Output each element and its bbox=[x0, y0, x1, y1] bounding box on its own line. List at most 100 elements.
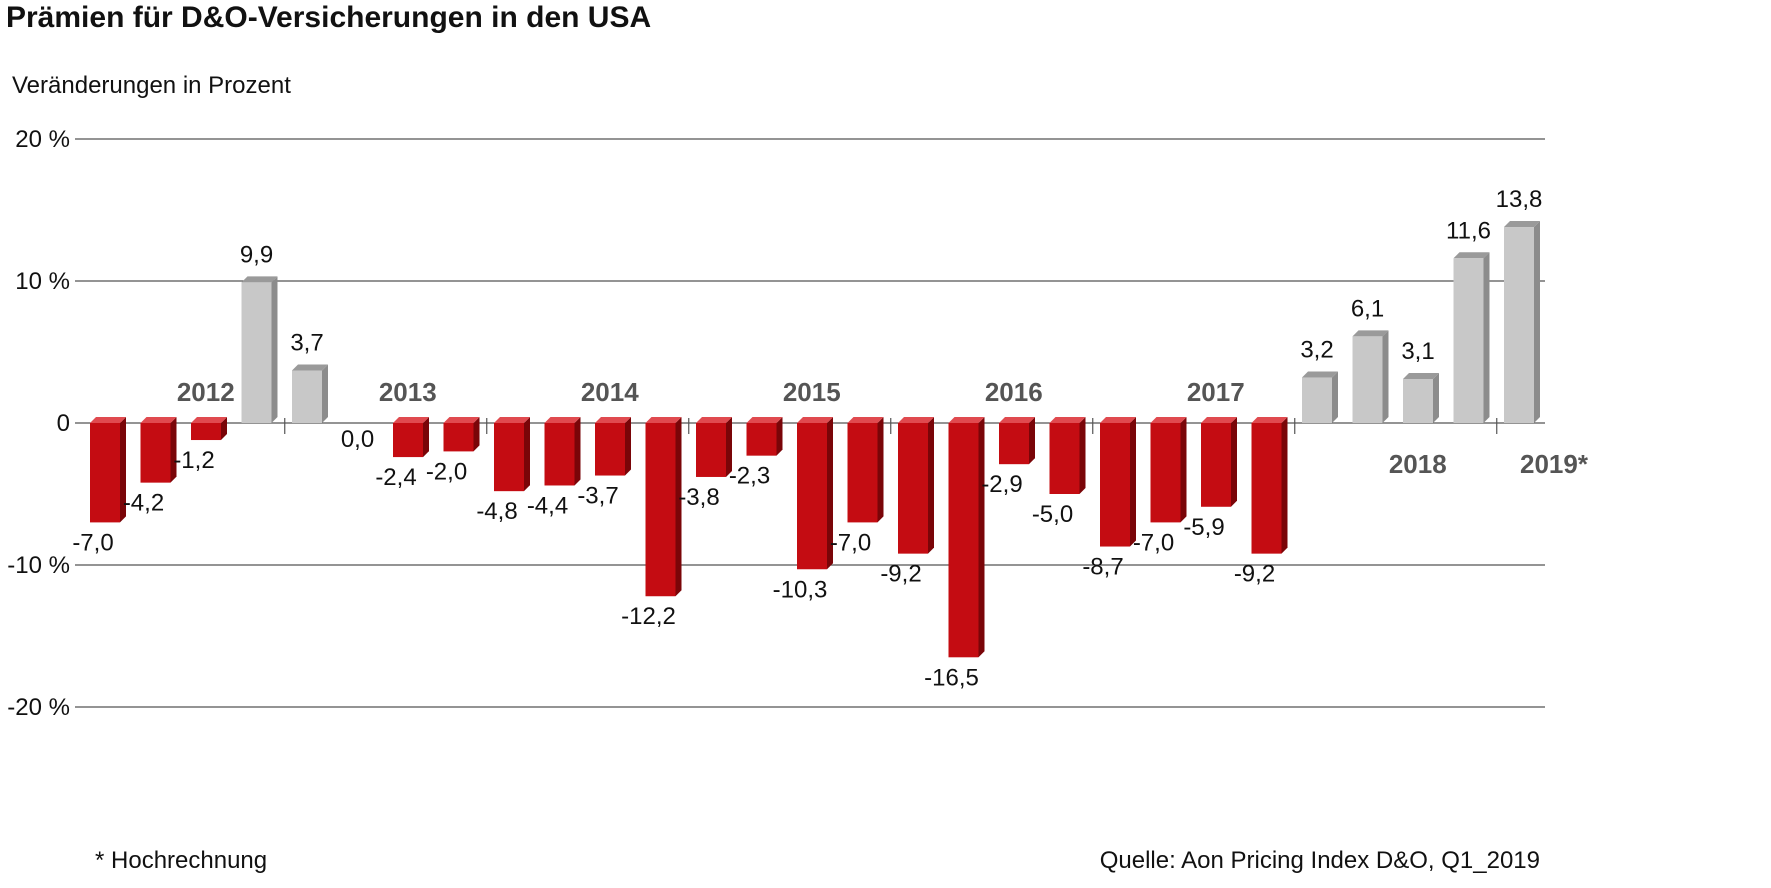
value-label: 0,0 bbox=[341, 426, 374, 453]
value-label: 3,1 bbox=[1401, 338, 1434, 365]
value-label: -5,9 bbox=[1183, 514, 1224, 541]
bar bbox=[1453, 252, 1490, 423]
bar-front bbox=[645, 423, 676, 597]
bar-side bbox=[726, 417, 732, 477]
source-note: Quelle: Aon Pricing Index D&O, Q1_2019 bbox=[1100, 847, 1540, 874]
bar-side bbox=[423, 417, 429, 458]
bar-side bbox=[170, 417, 177, 483]
value-label: -3,7 bbox=[577, 483, 618, 510]
bar-front bbox=[1352, 336, 1383, 423]
value-label: 11,6 bbox=[1446, 217, 1491, 244]
y-tick-label: 10 % bbox=[15, 268, 70, 295]
bar-front bbox=[191, 423, 221, 441]
bar-top bbox=[1150, 417, 1187, 423]
bar-front bbox=[1453, 258, 1484, 423]
value-label: -5,0 bbox=[1032, 501, 1073, 528]
bar bbox=[595, 417, 631, 476]
value-label: -7,0 bbox=[72, 529, 113, 556]
bar-side bbox=[827, 417, 833, 570]
bar bbox=[645, 417, 682, 597]
value-label: -2,9 bbox=[981, 471, 1022, 498]
bar-top bbox=[898, 417, 934, 423]
bar-top bbox=[645, 417, 682, 423]
bar-top bbox=[1453, 252, 1490, 259]
value-label: -10,3 bbox=[773, 576, 828, 603]
bar-front bbox=[443, 423, 474, 452]
bar-front bbox=[797, 423, 827, 570]
chart-subtitle: Veränderungen in Prozent bbox=[12, 72, 291, 99]
value-label: -3,8 bbox=[678, 484, 719, 511]
year-label: 2014 bbox=[581, 377, 639, 407]
bar-top bbox=[191, 417, 227, 423]
value-labels: -7,0 -4,2 -1,2 9,9 3,7 0,0-2,4 -2,0 -4,8 -4,4 -3,… bbox=[72, 186, 1542, 691]
bar-top bbox=[140, 417, 177, 423]
value-label: -1,2 bbox=[173, 447, 214, 474]
bar-side bbox=[1079, 417, 1086, 494]
bar-top bbox=[1201, 417, 1237, 423]
bar-side bbox=[574, 417, 581, 486]
bar-front bbox=[1302, 377, 1332, 423]
bar-side bbox=[1180, 417, 1187, 523]
value-label: -16,5 bbox=[924, 664, 979, 691]
bar-side bbox=[978, 417, 985, 658]
bar-front bbox=[898, 423, 928, 554]
bar bbox=[393, 417, 429, 458]
bar-top bbox=[90, 417, 126, 423]
bar-top bbox=[696, 417, 732, 423]
year-label: 2018 bbox=[1389, 449, 1447, 479]
value-label: -9,2 bbox=[880, 561, 921, 588]
value-label: 6,1 bbox=[1351, 295, 1384, 322]
bar-side bbox=[1231, 417, 1237, 507]
bar bbox=[1403, 372, 1439, 423]
bar-side bbox=[877, 417, 884, 523]
y-axis-ticks: 20 % 10 % 0 -10 % -20 % bbox=[7, 126, 70, 721]
bar-top bbox=[544, 417, 581, 423]
bar-side bbox=[1534, 221, 1540, 423]
bar-front bbox=[999, 423, 1029, 465]
bar-top bbox=[443, 417, 480, 423]
y-tick-label: -10 % bbox=[7, 552, 70, 579]
year-label: 2015 bbox=[783, 377, 841, 407]
bar-side bbox=[1483, 252, 1490, 423]
value-label: -12,2 bbox=[621, 603, 676, 630]
bar bbox=[1049, 417, 1086, 494]
bar bbox=[191, 417, 227, 441]
bar bbox=[1100, 417, 1136, 547]
footnote: * Hochrechnung bbox=[95, 847, 267, 874]
bar-top bbox=[1302, 371, 1338, 378]
bar-top bbox=[1049, 417, 1086, 423]
bar-side bbox=[1130, 417, 1136, 547]
year-label: 2019* bbox=[1520, 449, 1589, 479]
bar-side bbox=[1382, 330, 1389, 423]
value-label: -8,7 bbox=[1082, 554, 1123, 581]
bar-front bbox=[1049, 423, 1080, 494]
bar bbox=[1201, 417, 1237, 507]
bar-top bbox=[292, 364, 328, 371]
bar-side bbox=[271, 276, 278, 423]
bar-top bbox=[1100, 417, 1136, 423]
bar-side bbox=[1029, 417, 1035, 465]
value-label: 13,8 bbox=[1496, 186, 1543, 213]
bar-top bbox=[494, 417, 530, 423]
bar-front bbox=[1150, 423, 1181, 523]
bar-front bbox=[292, 370, 322, 423]
bar-front bbox=[494, 423, 524, 492]
year-labels: 2012 2013 2014 2015 2016 2017 2018 2019* bbox=[177, 377, 1589, 479]
value-label: -2,3 bbox=[729, 463, 770, 490]
y-tick-label: 0 bbox=[57, 410, 70, 437]
year-label: 2012 bbox=[177, 377, 235, 407]
bar-front bbox=[90, 423, 120, 523]
bar-side bbox=[1281, 417, 1288, 554]
bar-front bbox=[1504, 227, 1534, 423]
value-label: -7,0 bbox=[1133, 529, 1174, 556]
bar bbox=[1302, 371, 1338, 423]
bar bbox=[999, 417, 1035, 465]
bar-side bbox=[625, 417, 631, 476]
value-label: -9,2 bbox=[1234, 561, 1275, 588]
value-label: -4,2 bbox=[123, 490, 164, 517]
value-label: -7,0 bbox=[830, 529, 871, 556]
y-tick-label: 20 % bbox=[15, 126, 70, 153]
bar-top bbox=[948, 417, 985, 423]
bar-front bbox=[746, 423, 777, 456]
